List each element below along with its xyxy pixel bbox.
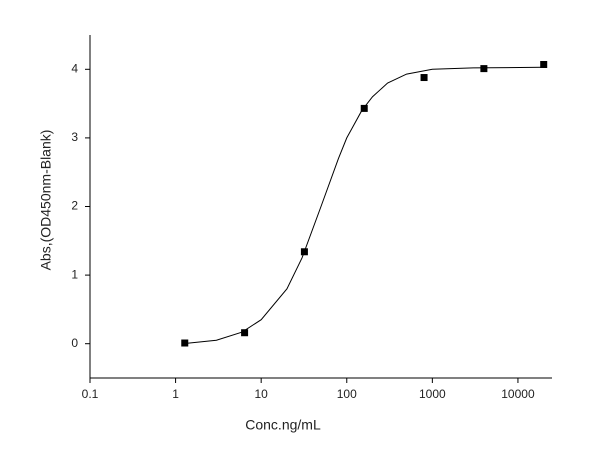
y-tick-label: 3 — [71, 130, 78, 144]
y-tick-label: 4 — [71, 61, 78, 75]
data-point — [540, 60, 548, 68]
fit-curve — [182, 66, 544, 345]
x-tick-label: 1 — [172, 387, 179, 401]
x-tick-label: 10 — [254, 387, 268, 401]
y-tick-label: 0 — [71, 336, 78, 350]
y-tick-label: 2 — [71, 199, 78, 213]
data-point — [241, 329, 249, 337]
x-tick-label: 0.1 — [82, 387, 99, 401]
x-tick-label: 10000 — [501, 387, 535, 401]
data-point — [480, 65, 488, 73]
y-tick-label: 1 — [71, 267, 78, 281]
data-point — [420, 74, 428, 82]
y-axis-title: Abs,(OD450nm-Blank) — [38, 130, 54, 271]
x-tick-label: 100 — [337, 387, 357, 401]
x-tick-label: 1000 — [419, 387, 446, 401]
data-point — [360, 104, 368, 112]
data-point — [181, 339, 189, 347]
x-axis-title: Conc.ng/mL — [245, 417, 321, 433]
data-point — [300, 248, 308, 256]
